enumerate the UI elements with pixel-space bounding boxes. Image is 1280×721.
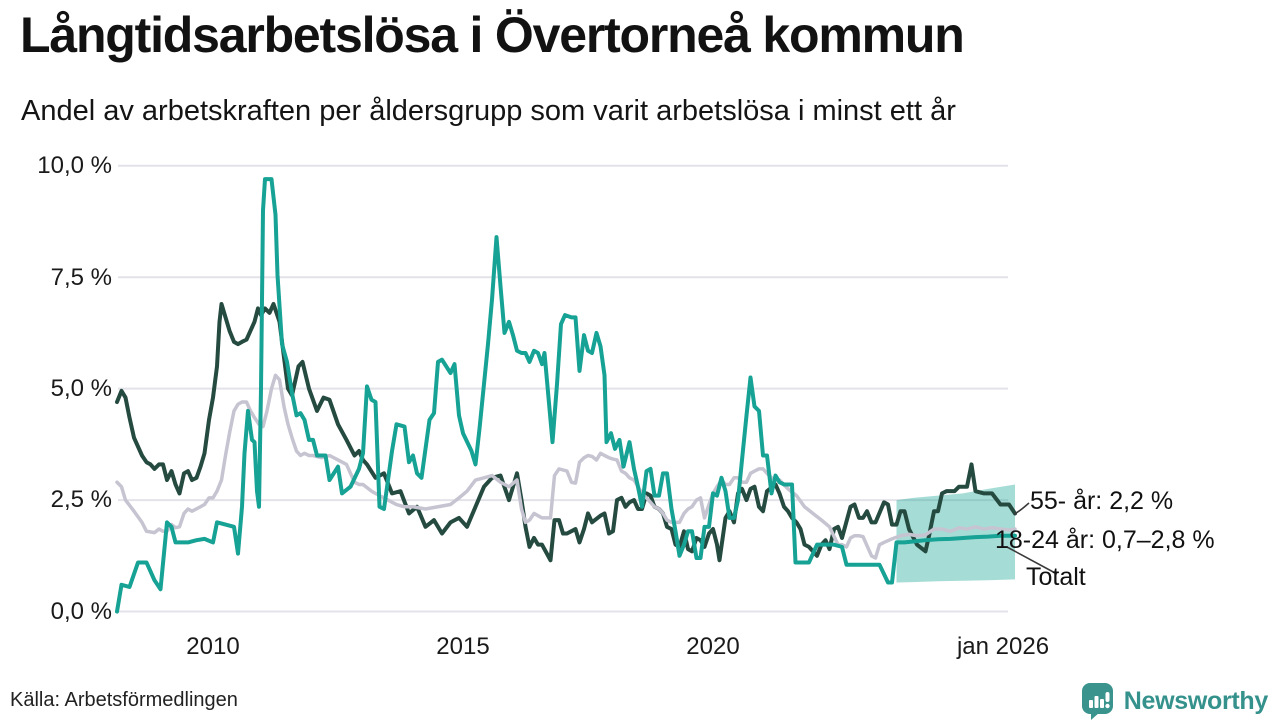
- source-note: Källa: Arbetsförmedlingen: [10, 689, 238, 711]
- x-tick-label: jan 2026: [956, 633, 1050, 660]
- leader-totalt-line: [1006, 546, 1058, 575]
- series-line-55-r: [115, 301, 1017, 563]
- x-tick-label: 2020: [686, 633, 740, 660]
- x-tick-label: 2015: [436, 633, 490, 660]
- uncertainty-band: [896, 484, 1015, 583]
- leader-55-ar-line: [1013, 502, 1030, 515]
- newsworthy-logo: Newsworthy: [1080, 681, 1268, 721]
- page-title: Långtidsarbetslösa i Övertorneå kommun: [20, 7, 965, 63]
- brand-name: Newsworthy: [1123, 686, 1269, 715]
- series-line-18-24-r: [115, 177, 1017, 614]
- bar-chart-bubble-icon: [1081, 683, 1113, 720]
- series-line-totalt: [115, 373, 1017, 560]
- y-tick-label: 5,0 %: [50, 375, 112, 402]
- series-label-18-24-ar: 18-24 år: 0,7–2,8 %: [995, 526, 1215, 554]
- y-tick-label: 10,0 %: [37, 152, 112, 179]
- y-tick-label: 0,0 %: [50, 598, 112, 625]
- y-tick-label: 7,5 %: [50, 264, 112, 291]
- series-label-55-ar: 55- år: 2,2 %: [1030, 487, 1174, 515]
- page-subtitle: Andel av arbetskraften per åldersgrupp s…: [21, 95, 956, 127]
- series-label-totalt: Totalt: [1026, 563, 1086, 591]
- x-tick-label: 2010: [186, 633, 240, 660]
- y-tick-label: 2,5 %: [50, 486, 112, 513]
